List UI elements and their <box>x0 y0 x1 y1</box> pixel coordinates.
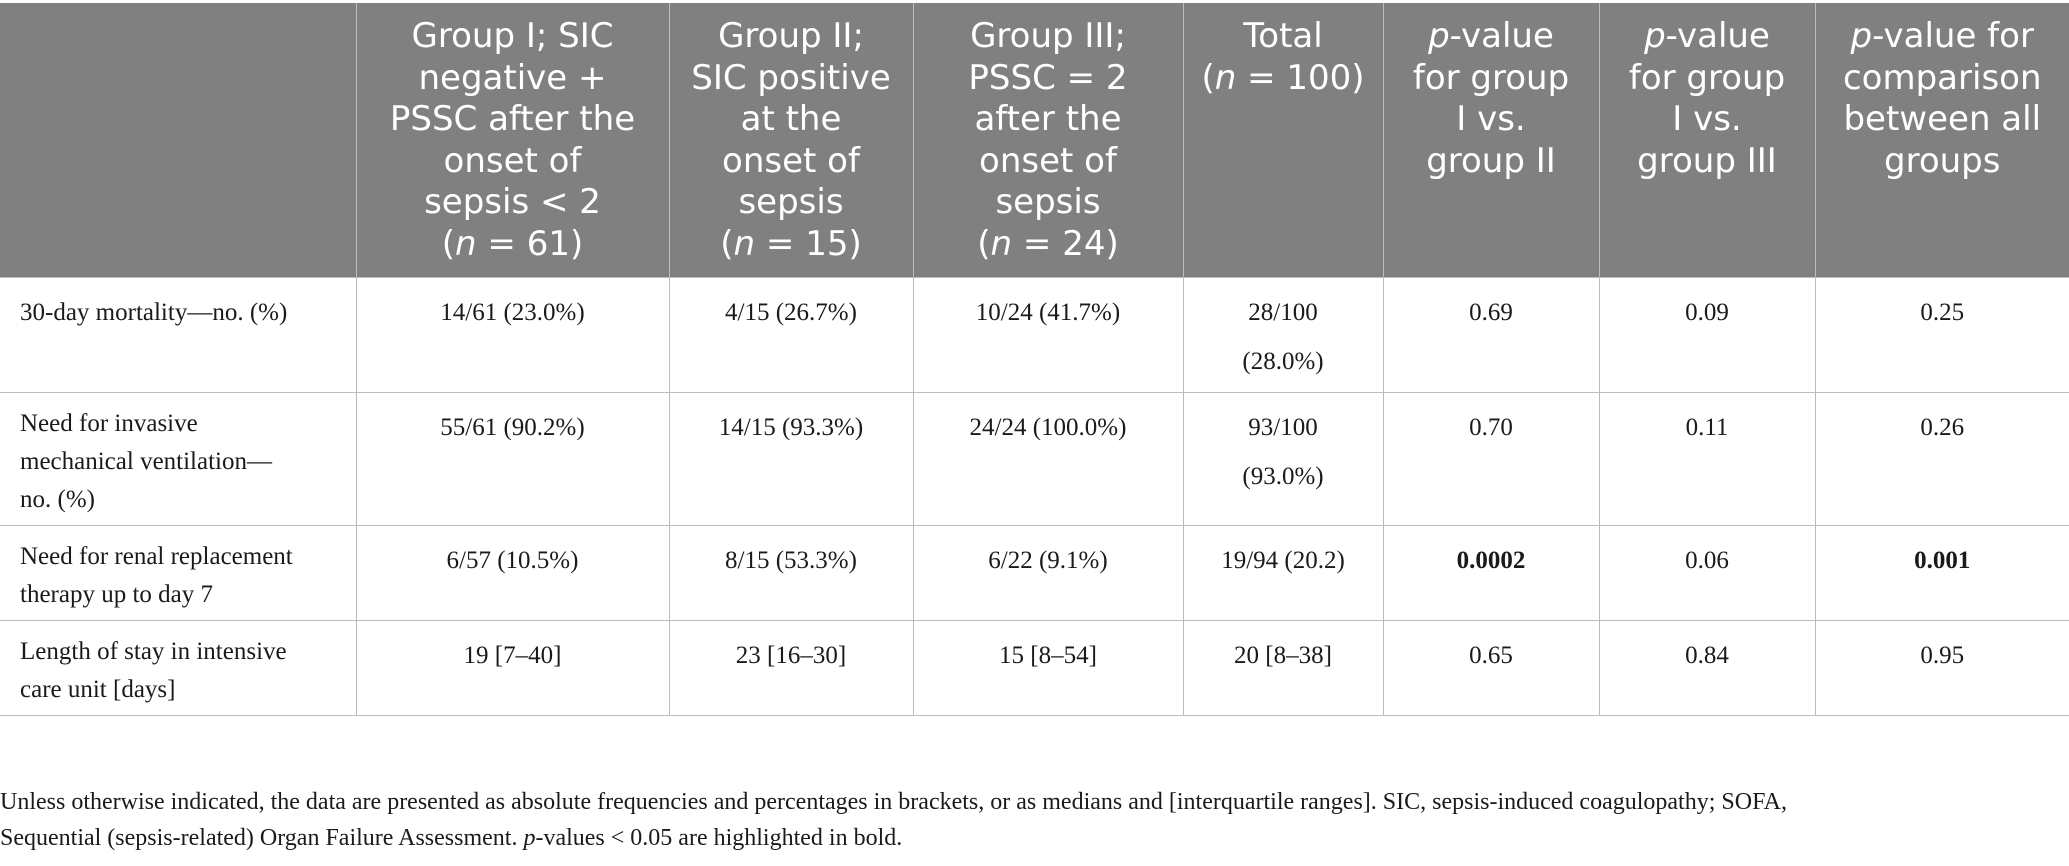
cell-p-1-vs-2: 0.69 <box>1382 277 1600 393</box>
cell-p-1-vs-3: 0.09 <box>1598 277 1816 393</box>
table-row-mortality: 30-day mortality—no. (%) 14/61 (23.0%) 4… <box>0 277 2069 393</box>
cell-group-3: 10/24 (41.7%) <box>912 277 1184 393</box>
cell-p-1-vs-3: 0.84 <box>1598 620 1816 716</box>
table-row-renal-replacement: Need for renal replacement therapy up to … <box>0 525 2069 621</box>
header-p-all-groups: p-value for comparison between all group… <box>1814 3 2069 278</box>
results-table: Group I; SIC negative + PSSC after the o… <box>0 3 2069 716</box>
cell-group-1: 55/61 (90.2%) <box>355 392 670 526</box>
header-group-3: Group III; PSSC = 2 after the onset of s… <box>912 3 1183 278</box>
cell-p-all: 0.001 <box>1814 525 2069 621</box>
cell-group-3: 6/22 (9.1%) <box>912 525 1184 621</box>
table-row-ventilation: Need for invasive mechanical ventilation—… <box>0 392 2069 526</box>
cell-group-2: 23 [16–30] <box>668 620 914 716</box>
cell-group-3: 24/24 (100.0%) <box>912 392 1184 526</box>
cell-group-2: 14/15 (93.3%) <box>668 392 914 526</box>
cell-total: 28/100 (28.0%) <box>1182 277 1384 393</box>
header-p-group1-vs-group2: p-value for group I vs. group II <box>1382 3 1599 278</box>
cell-group-1: 14/61 (23.0%) <box>355 277 670 393</box>
header-empty <box>0 3 356 278</box>
cell-p-all: 0.95 <box>1814 620 2069 716</box>
cell-p-1-vs-3: 0.06 <box>1598 525 1816 621</box>
cell-p-1-vs-2: 0.70 <box>1382 392 1600 526</box>
row-label: 30-day mortality—no. (%) <box>0 277 357 393</box>
row-label: Need for renal replacement therapy up to … <box>0 525 357 621</box>
row-label: Length of stay in intensive care unit [da… <box>0 620 357 716</box>
header-row: Group I; SIC negative + PSSC after the o… <box>0 3 2069 278</box>
cell-group-3: 15 [8–54] <box>912 620 1184 716</box>
cell-p-1-vs-3: 0.11 <box>1598 392 1816 526</box>
cell-total: 20 [8–38] <box>1182 620 1384 716</box>
header-group-2: Group II; SIC positive at the onset of s… <box>668 3 913 278</box>
row-label: Need for invasive mechanical ventilation—… <box>0 392 357 526</box>
cell-group-2: 8/15 (53.3%) <box>668 525 914 621</box>
cell-p-all: 0.25 <box>1814 277 2069 393</box>
cell-total: 93/100 (93.0%) <box>1182 392 1384 526</box>
cell-group-2: 4/15 (26.7%) <box>668 277 914 393</box>
cell-group-1: 6/57 (10.5%) <box>355 525 670 621</box>
cell-p-1-vs-2: 0.0002 <box>1382 525 1600 621</box>
header-group-1: Group I; SIC negative + PSSC after the o… <box>355 3 669 278</box>
header-p-group1-vs-group3: p-value for group I vs. group III <box>1598 3 1815 278</box>
header-total: Total (n = 100) <box>1182 3 1383 278</box>
cell-p-all: 0.26 <box>1814 392 2069 526</box>
cell-p-1-vs-2: 0.65 <box>1382 620 1600 716</box>
table-row-length-of-stay: Length of stay in intensive care unit [da… <box>0 620 2069 716</box>
cell-group-1: 19 [7–40] <box>355 620 670 716</box>
table-footnote: Unless otherwise indicated, the data are… <box>0 789 1787 851</box>
cell-total: 19/94 (20.2) <box>1182 525 1384 621</box>
